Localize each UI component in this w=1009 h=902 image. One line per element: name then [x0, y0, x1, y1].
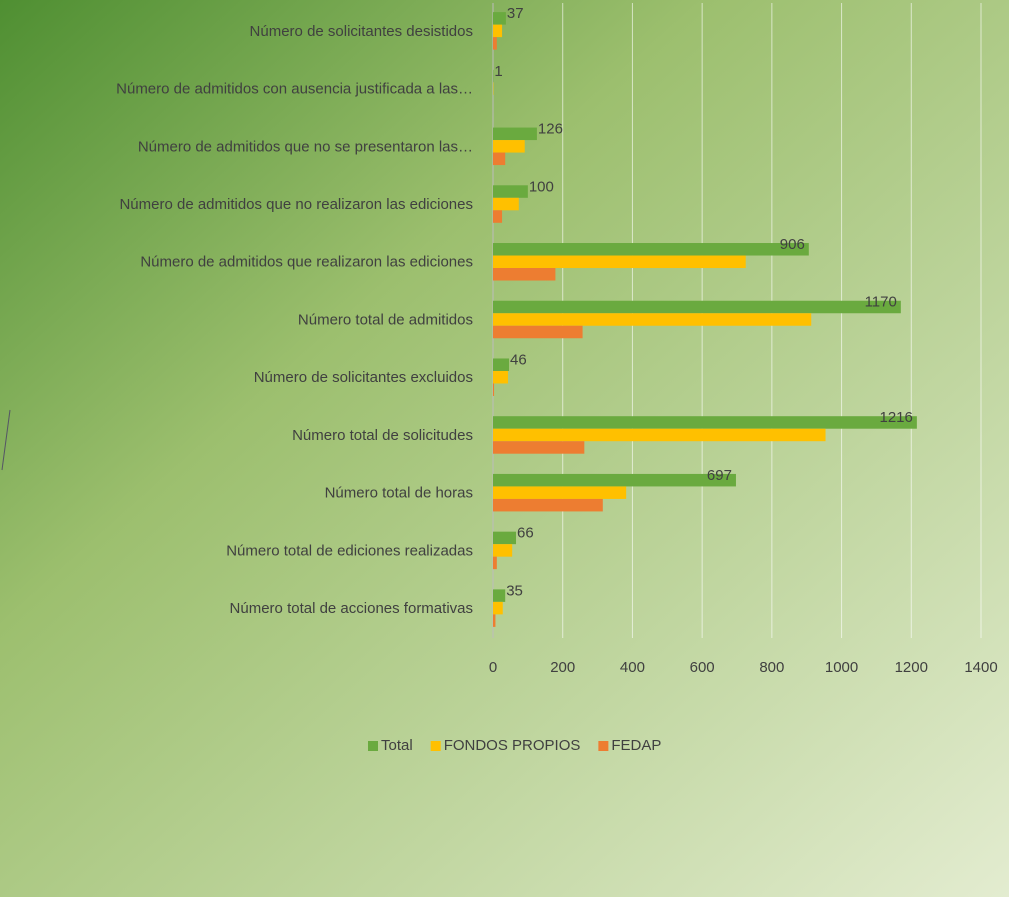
y-tick-label: Número total de ediciones realizadas [226, 542, 473, 559]
bar [493, 198, 519, 211]
bar [493, 486, 626, 499]
x-tick-label: 400 [620, 659, 645, 676]
x-tick-label: 0 [489, 659, 497, 676]
bar [493, 243, 809, 256]
bar [493, 256, 746, 268]
data-label: 906 [780, 236, 805, 253]
data-label: 37 [507, 5, 524, 22]
bar [493, 614, 495, 627]
legend-swatch [431, 741, 441, 751]
bar [493, 12, 506, 25]
data-label: 126 [538, 121, 563, 138]
x-tick-label: 1200 [895, 659, 928, 676]
x-tick-label: 200 [550, 659, 575, 676]
x-tick-label: 1400 [964, 659, 997, 676]
bar [493, 210, 502, 223]
legend-label: Total [381, 737, 413, 754]
bar [493, 557, 497, 570]
bar [493, 37, 497, 50]
x-tick-label: 1000 [825, 659, 858, 676]
legend-swatch [598, 741, 608, 751]
bar [493, 544, 512, 557]
y-tick-label: Número de admitidos que no se presentaro… [138, 138, 473, 155]
bar [493, 313, 811, 326]
y-tick-label: Número de admitidos que no realizaron la… [119, 196, 473, 213]
bar [493, 499, 603, 512]
y-tick-label: Número de solicitantes excluidos [254, 369, 473, 386]
data-label: 46 [510, 351, 527, 368]
y-tick-label: Número total de acciones formativas [230, 600, 473, 617]
x-tick-label: 800 [759, 659, 784, 676]
data-label: 1170 [865, 294, 897, 311]
bar [493, 429, 826, 442]
y-tick-label: Número total de solicitudes [292, 427, 473, 444]
data-label: 1 [494, 63, 502, 80]
legend-label: FEDAP [611, 737, 661, 754]
y-tick-label: Número total de horas [325, 485, 473, 502]
bar [493, 128, 537, 140]
bar [493, 301, 901, 314]
data-label: 1216 [879, 409, 912, 426]
bar [493, 25, 502, 38]
legend-swatch [368, 741, 378, 751]
bar [493, 416, 917, 429]
bar [493, 474, 736, 487]
y-tick-label: Número total de admitidos [298, 311, 473, 328]
bar [493, 326, 583, 339]
bar [493, 371, 508, 384]
bar [493, 268, 555, 281]
legend-label: FONDOS PROPIOS [444, 737, 581, 754]
data-label: 697 [707, 467, 732, 484]
bar [493, 383, 494, 396]
bar [493, 589, 505, 602]
bar [493, 153, 505, 166]
x-tick-label: 600 [690, 659, 715, 676]
bar [493, 140, 525, 153]
y-tick-label: Número de admitidos que realizaron las e… [140, 254, 473, 271]
bar [493, 358, 509, 371]
data-label: 35 [506, 582, 523, 599]
bar [493, 441, 584, 454]
data-label: 100 [529, 178, 554, 195]
y-tick-label: Número de solicitantes desistidos [250, 23, 473, 40]
bar [493, 185, 528, 198]
data-label: 66 [517, 525, 534, 542]
bar [493, 532, 516, 545]
bar [493, 602, 503, 615]
y-tick-label: Número de admitidos con ausencia justifi… [116, 81, 473, 98]
